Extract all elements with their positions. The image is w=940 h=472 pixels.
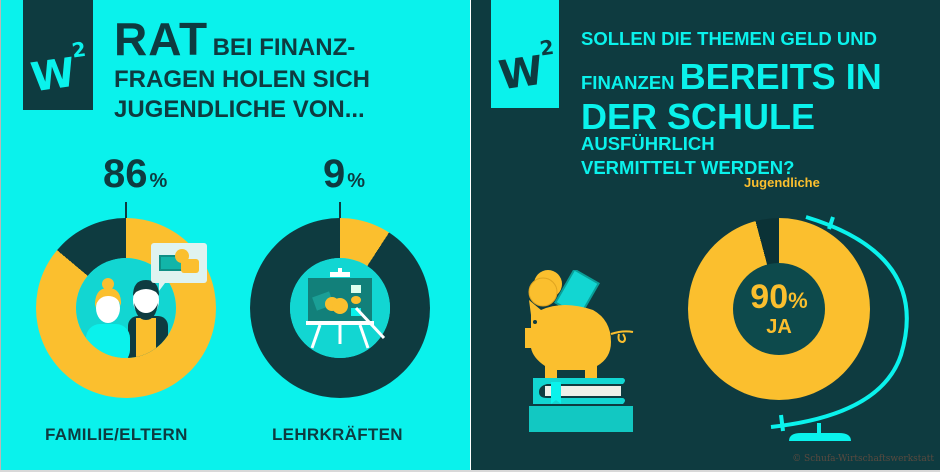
result-value: 90% xyxy=(750,277,808,316)
label-teachers: LEHRKRÄFTEN xyxy=(272,425,403,444)
tick-mark xyxy=(125,202,127,222)
stat-value-family: 86% xyxy=(103,152,168,196)
right-title: SOLLEN DIE THEMEN GELD UND FINANZEN BERE… xyxy=(581,28,882,178)
teacher-board-icon xyxy=(290,258,390,358)
result-answer: JA xyxy=(766,315,792,338)
tick-mark xyxy=(339,202,341,222)
w2-logo: W2 xyxy=(23,0,93,110)
donut-center: 90% JA xyxy=(733,263,825,355)
copyright-notice: © Schufa-Wirtschaftswerkstatt xyxy=(792,454,934,464)
label-family: FAMILIE/ELTERN xyxy=(45,425,188,444)
piggy-bank-icon xyxy=(525,270,634,432)
left-title: RAT BEI FINANZ- FRAGEN HOLEN SICH JUGEND… xyxy=(114,13,371,123)
stat-value-teachers: 9% xyxy=(323,152,366,196)
footer-strip xyxy=(0,470,940,472)
money-speech-bubble-icon xyxy=(151,243,207,291)
group-label: Jugendliche xyxy=(744,175,820,190)
w2-logo: W2 xyxy=(491,0,559,108)
left-panel: W2 RAT BEI FINANZ- FRAGEN HOLEN SICH JUG… xyxy=(0,0,470,470)
right-panel: W2 SOLLEN DIE THEMEN GELD UND FINANZEN B… xyxy=(471,0,940,470)
globe-icon xyxy=(770,215,909,441)
donut-hole xyxy=(290,258,390,358)
title-big-word: RAT xyxy=(114,13,209,65)
family-icon xyxy=(76,258,176,358)
